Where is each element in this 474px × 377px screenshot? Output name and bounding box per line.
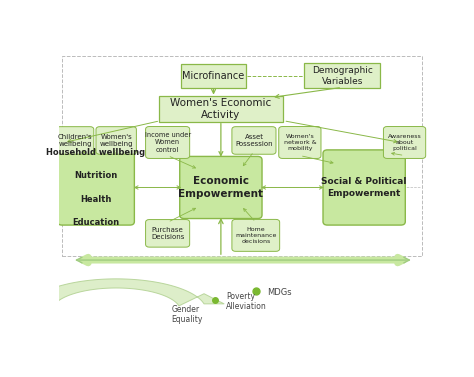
Text: Economic
Empowerment: Economic Empowerment	[178, 176, 264, 199]
FancyBboxPatch shape	[304, 63, 380, 89]
Text: Poverty
Alleviation: Poverty Alleviation	[227, 291, 267, 311]
FancyBboxPatch shape	[146, 219, 190, 247]
FancyBboxPatch shape	[180, 156, 262, 219]
FancyBboxPatch shape	[96, 127, 137, 154]
FancyBboxPatch shape	[146, 127, 190, 158]
FancyBboxPatch shape	[181, 64, 246, 88]
Text: Women's Economic
Activity: Women's Economic Activity	[170, 98, 272, 120]
FancyBboxPatch shape	[58, 150, 134, 225]
FancyBboxPatch shape	[323, 150, 405, 225]
FancyBboxPatch shape	[56, 127, 94, 154]
Text: Home
maintenance
decisions: Home maintenance decisions	[235, 227, 276, 244]
Text: Women's
network &
mobility: Women's network & mobility	[283, 134, 316, 151]
Text: Purchase
Decisions: Purchase Decisions	[151, 227, 184, 240]
FancyBboxPatch shape	[279, 127, 321, 158]
Text: Microfinance: Microfinance	[182, 71, 245, 81]
Text: Household wellbeing

Nutrition

Health

Education: Household wellbeing Nutrition Health Edu…	[46, 147, 146, 227]
Text: Children's
wellbeing: Children's wellbeing	[58, 134, 92, 147]
Text: Demographic
Variables: Demographic Variables	[312, 66, 373, 86]
FancyBboxPatch shape	[159, 97, 283, 122]
Text: Awareness
about
political: Awareness about political	[388, 134, 421, 151]
FancyBboxPatch shape	[232, 219, 280, 251]
Polygon shape	[33, 279, 224, 306]
FancyBboxPatch shape	[383, 127, 426, 158]
Text: Gender
Equality: Gender Equality	[171, 305, 203, 324]
Text: Income under
Women
control: Income under Women control	[145, 132, 191, 153]
FancyBboxPatch shape	[232, 127, 276, 154]
Text: Women's
wellbeing: Women's wellbeing	[100, 134, 133, 147]
Text: MDGs: MDGs	[267, 288, 292, 297]
Text: Asset
Possession: Asset Possession	[235, 134, 273, 147]
Text: Social & Political
Empowerment: Social & Political Empowerment	[321, 177, 407, 198]
